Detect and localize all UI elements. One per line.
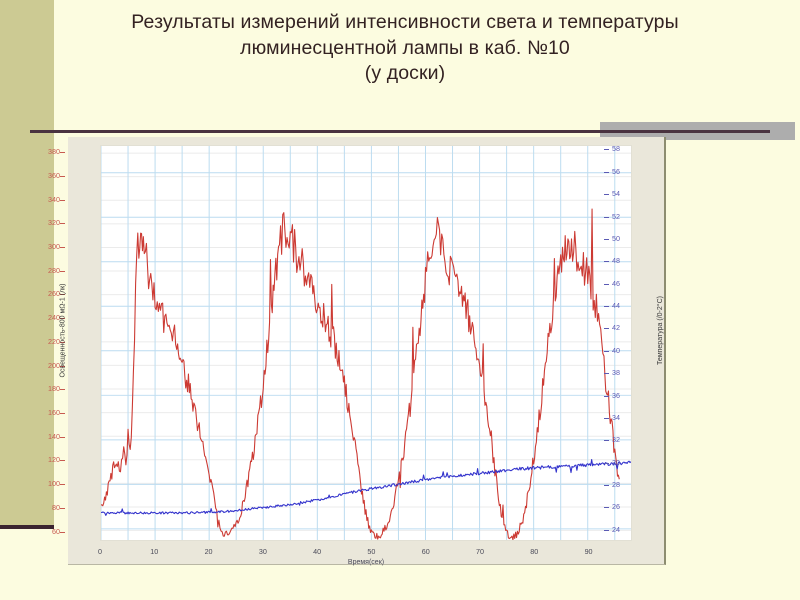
y-right-tick-label: 54: [612, 189, 620, 199]
x-tick-label: 50: [367, 547, 376, 556]
y-right-tick-label: 48: [612, 256, 620, 266]
y-left-tick-label: 300: [48, 241, 60, 251]
chart-plot-area: [100, 145, 632, 541]
y-axis-left-ticks: 60 80 100 120 140 160 180 200 220 240 260 280 300 320…: [34, 137, 65, 536]
y-left-tick-mark: [60, 318, 65, 320]
slide-accent-underline: [0, 525, 54, 529]
y-right-tick-label: 46: [612, 278, 620, 288]
y-left-tick-label: 380: [48, 147, 60, 157]
y-left-tick-mark: [60, 175, 65, 177]
x-axis-title: Время(сек): [347, 559, 385, 566]
data-series-group: [101, 208, 631, 540]
series-left: [101, 208, 620, 540]
x-tick-label: 0: [98, 547, 102, 556]
y-axis-left-title: Освещенность-800 мΩ-1 (лк): [59, 283, 67, 378]
x-axis-ticks: 0 10 20 30 40 50 60 70 80 90: [98, 547, 632, 561]
y-right-tick-label: 44: [612, 301, 620, 311]
y-right-tick-mark: [604, 440, 609, 442]
y-left-tick-mark: [60, 294, 65, 296]
y-left-tick-mark: [60, 246, 65, 248]
chart-card: 60 80 100 120 140 160 180 200 220 240 260 280 300 320…: [48, 137, 666, 566]
x-tick-label: 80: [530, 547, 539, 556]
y-right-tick-label: 56: [612, 166, 620, 176]
x-tick-label: 70: [476, 547, 484, 556]
y-left-tick-mark: [60, 531, 65, 533]
y-left-tick-label: 260: [48, 289, 60, 299]
y-left-tick-mark: [60, 412, 65, 414]
y-axis-right-title: Температура (/0-2°C): [656, 296, 664, 365]
y-right-tick-label: 28: [612, 480, 620, 490]
y-left-tick-mark: [60, 152, 65, 154]
y-left-tick-label: 340: [48, 194, 60, 204]
y-left-tick-label: 240: [48, 313, 60, 323]
y-right-tick-label: 34: [612, 412, 620, 422]
series-left: [101, 459, 631, 516]
y-left-tick-mark: [60, 223, 65, 225]
y-right-tick-mark: [604, 149, 609, 151]
y-right-tick-mark: [604, 373, 609, 375]
y-right-tick-mark: [604, 462, 609, 464]
y-right-tick-mark: [604, 328, 609, 330]
y-right-tick-label: 52: [612, 211, 620, 221]
x-tick-label: 30: [258, 547, 267, 556]
x-tick-label: 90: [584, 547, 593, 556]
y-right-tick-mark: [604, 306, 609, 308]
y-left-tick-mark: [60, 389, 65, 391]
y-right-tick-mark: [604, 417, 609, 419]
y-left-tick-label: 80: [52, 502, 60, 512]
y-right-tick-label: 50: [612, 233, 620, 243]
major-gridlines: [101, 146, 631, 540]
y-left-tick-label: 220: [48, 336, 60, 346]
y-left-tick-label: 360: [48, 170, 60, 180]
y-right-tick-mark: [604, 171, 609, 173]
y-left-tick-label: 140: [48, 431, 60, 441]
chart-canvas: [101, 146, 631, 540]
y-right-tick-label: 40: [612, 345, 620, 355]
y-left-tick-label: 280: [48, 265, 60, 275]
y-right-tick-label: 26: [612, 502, 620, 512]
y-left-tick-mark: [60, 341, 65, 343]
y-left-tick-mark: [60, 270, 65, 272]
title-divider: [30, 130, 770, 133]
x-tick-label: 20: [204, 547, 213, 556]
y-right-tick-label: 58: [612, 144, 620, 154]
y-right-tick-mark: [604, 283, 609, 285]
y-left-tick-mark: [60, 460, 65, 462]
y-right-tick-mark: [604, 216, 609, 218]
page-title: Результаты измерений интенсивности света…: [131, 11, 679, 85]
y-left-tick-label: 60: [52, 526, 60, 536]
y-left-tick-mark: [60, 199, 65, 201]
y-left-tick-label: 180: [48, 384, 60, 394]
y-axis-right-ticks: 24 26 28 30 32 34 36 38 40 42 44 46 48 50 52 54 56 58: [604, 137, 638, 533]
y-right-tick-mark: [604, 507, 609, 509]
y-right-tick-mark: [604, 261, 609, 263]
y-right-tick-label: 30: [612, 457, 620, 467]
y-right-tick-label: 38: [612, 368, 620, 378]
minor-gridlines: [101, 152, 631, 532]
y-right-tick-mark: [604, 194, 609, 196]
x-tick-label: 40: [313, 547, 322, 556]
y-left-tick-label: 320: [48, 218, 60, 228]
y-right-tick-label: 32: [612, 435, 620, 445]
y-right-tick-mark: [604, 395, 609, 397]
y-left-tick-mark: [60, 484, 65, 486]
y-right-tick-mark: [604, 485, 609, 487]
y-left-tick-mark: [60, 507, 65, 509]
y-right-tick-mark: [604, 238, 609, 240]
y-right-tick-mark: [604, 350, 609, 352]
y-left-tick-label: 100: [48, 479, 60, 489]
y-left-tick-mark: [60, 436, 65, 438]
y-right-tick-label: 24: [612, 524, 620, 534]
x-tick-label: 60: [421, 547, 430, 556]
y-right-tick-mark: [604, 529, 609, 531]
y-left-tick-label: 160: [48, 407, 60, 417]
y-right-tick-label: 36: [612, 390, 620, 400]
y-right-tick-label: 42: [612, 323, 620, 333]
y-left-tick-label: 120: [48, 455, 60, 465]
slide-accent-band: [0, 0, 54, 525]
y-left-tick-mark: [60, 365, 65, 367]
y-left-tick-label: 200: [48, 360, 60, 370]
x-tick-label: 10: [150, 547, 159, 556]
